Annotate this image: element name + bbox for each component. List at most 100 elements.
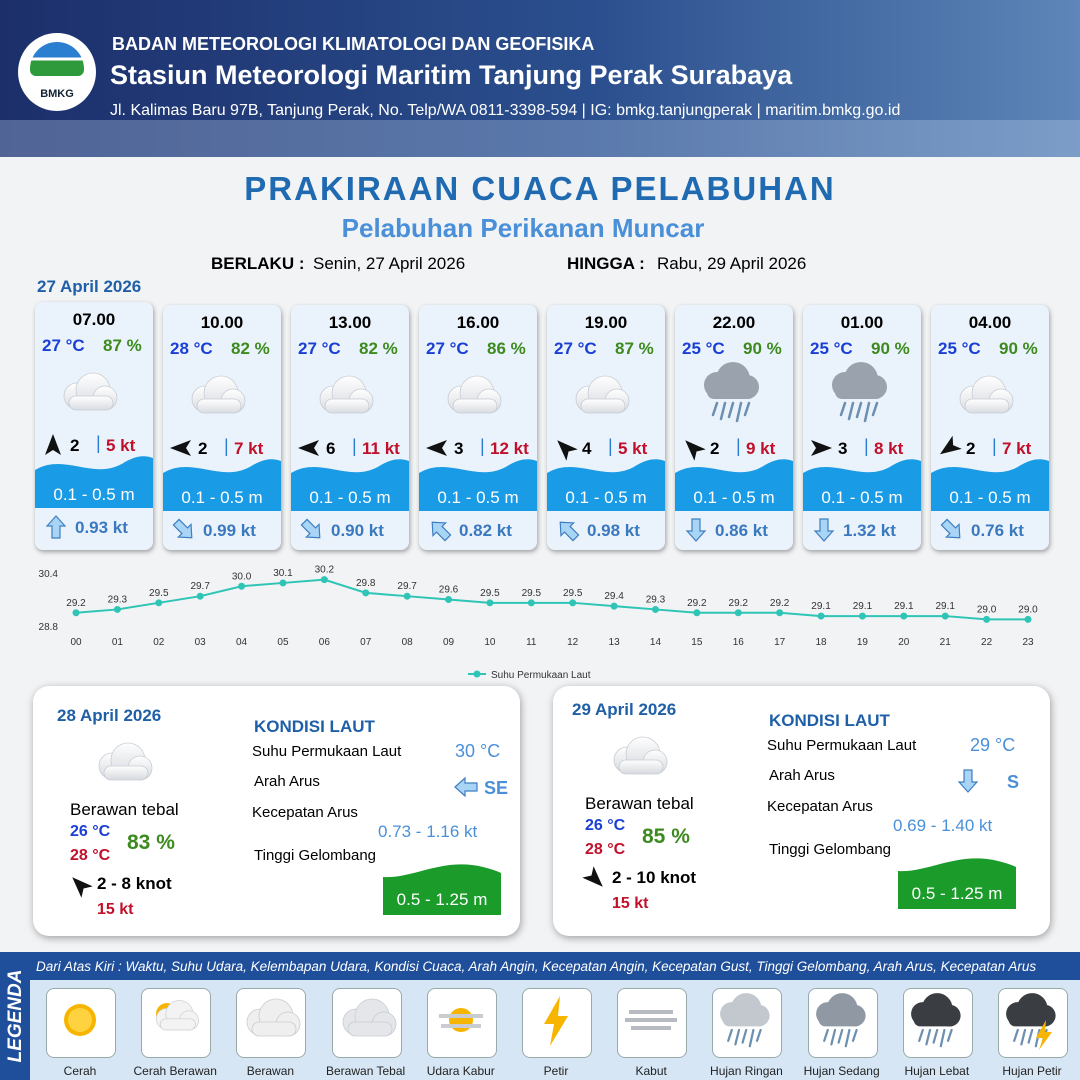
wind-direction-part [170,440,191,456]
weather-icon [959,375,1014,414]
legend-icon-part [438,1014,483,1028]
x-tick-label: 22 [981,637,993,648]
wind-direction-part [72,877,93,898]
forecast-card: 10.00 28 °C 82 % 2 | 7 kt 0.1 - 0.5 m 0.99 kt [163,305,281,550]
x-tick-label: 10 [484,637,496,648]
legend-icon [720,993,770,1048]
wave-band [35,456,153,508]
current-direction [45,515,67,539]
sst-point [983,615,991,623]
current-direction-part [685,518,707,542]
humidity: 82 % [359,339,398,358]
sst-point [941,612,949,620]
legend-label: Hujan Sedang [803,1064,880,1078]
legend-icon-part [818,1013,862,1027]
x-tick-label: 02 [153,637,165,648]
temp-max: 28 °C [585,841,626,858]
value-label: 29.0 [977,604,997,615]
wind-direction [557,440,578,461]
sst-point [238,582,246,590]
sst-point [527,599,535,607]
wave-band-part [163,459,281,511]
current-direction [957,769,979,793]
legend-icon-part [815,993,866,1027]
current-direction [172,518,193,539]
legend-icon-part [917,1028,953,1048]
current-dir-label: Arah Arus [769,767,835,784]
value-label: 29.6 [439,585,459,596]
logo-text: BMKG [40,88,74,100]
x-tick-label: 12 [567,637,579,648]
x-tick-label: 08 [402,637,414,648]
weather-icon-part [575,375,630,414]
legend-icon-part [68,1008,92,1032]
legend-icon-part [727,1028,734,1042]
humidity: 87 % [615,339,654,358]
wind-speed: 2 [710,439,720,458]
current-direction-part [300,518,321,539]
sst: 30 °C [455,741,501,761]
x-tick-label: 01 [112,637,124,648]
weather-icon-part [964,398,1010,414]
wind-direction [582,866,603,887]
time: 13.00 [328,313,372,332]
gust: 7 kt [1002,439,1032,458]
weather-icon-part [855,401,863,419]
forecast-card: 01.00 25 °C 90 % 3 | 8 kt 0.1 - 0.5 m 1.32 kt [803,305,921,550]
wave-height: 0.1 - 0.5 m [821,488,903,507]
sst-point [817,612,825,620]
legend-icon-part [625,1010,678,1030]
sst-point [900,612,908,620]
separator: | [992,436,997,456]
wave-height: 0.1 - 0.5 m [309,488,391,507]
weather-icon-part [711,401,751,423]
current-dir: S [1007,772,1020,792]
legend-icon-part [1006,993,1056,1048]
air-temp: 27 °C [42,336,85,355]
wave-band-part [803,459,921,511]
wind-direction [72,877,93,898]
address: Jl. Kalimas Baru 97B, Tanjung Perak, No.… [110,102,901,119]
legend-label: Suhu Permukaan Laut [491,670,591,680]
legend-icon-part [347,1021,392,1037]
temp-min: 26 °C [585,817,626,834]
x-tick-label: 14 [650,637,662,648]
legend-icon-part [156,1000,200,1031]
wave-height: 0.1 - 0.5 m [181,488,263,507]
value-label: 29.1 [894,601,914,612]
weather-icon-part [580,398,626,414]
wave-height: 0.1 - 0.5 m [565,488,647,507]
air-temp: 25 °C [810,339,853,358]
legend-icon [64,1004,96,1036]
wind-direction-part [45,434,61,455]
legend-icon-part [448,1008,473,1032]
legend-icon [438,1008,483,1032]
sea-heading: KONDISI LAUT [769,711,890,730]
weather-icon [575,375,630,414]
humidity: 86 % [487,339,526,358]
value-label: 29.4 [604,591,624,602]
temp-min: 26 °C [70,823,111,840]
subtitle: Pelabuhan Perikanan Muncar [341,213,705,243]
legend-label: Cerah [63,1064,97,1078]
value-label: 29.2 [729,598,749,609]
air-temp: 27 °C [554,339,597,358]
air-temp: 25 °C [938,339,981,358]
header-bg [0,0,1080,157]
legend-side [0,952,30,1080]
day-weather-icon [98,742,153,781]
forecast-card: 13.00 27 °C 82 % 6 | 11 kt 0.1 - 0.5 m 0.90 kt [291,305,409,550]
weather-icon-part [839,401,847,417]
legend-icon-part [741,1028,748,1044]
temp-max: 28 °C [70,847,111,864]
value-label: 29.2 [66,598,86,609]
weather-icon-part [191,375,246,414]
value-label: 29.5 [149,588,169,599]
wind-speed: 6 [326,439,336,458]
legend-box [617,988,688,1058]
wind-direction-part [426,440,447,456]
legend-title: LEGENDA [5,969,26,1063]
legend-label: Udara Kabur [426,1064,495,1078]
legend-icon-part [815,993,866,1048]
wind-speed: 3 [838,439,848,458]
